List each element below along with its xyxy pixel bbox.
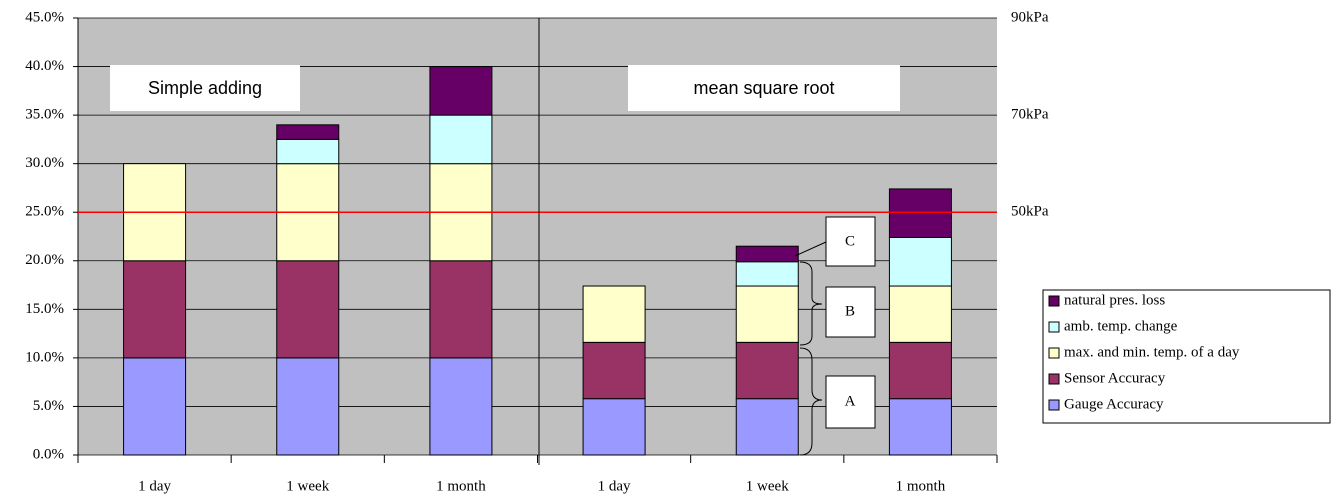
legend-swatch <box>1048 321 1060 333</box>
annotation: Simple adding <box>148 78 262 98</box>
bar-segment <box>888 188 952 238</box>
y-tick-label: 40.0% <box>25 58 64 74</box>
bar-segment <box>123 260 187 359</box>
annotation-box <box>628 65 900 111</box>
bar-segment <box>276 124 340 140</box>
bar-segment <box>735 245 799 263</box>
annotation: B <box>845 303 855 319</box>
brace <box>799 347 823 456</box>
bar-segment <box>735 341 799 400</box>
legend-swatch <box>1048 373 1060 385</box>
y-tick-label: 45.0% <box>25 9 64 25</box>
annotation-box <box>110 65 300 111</box>
bar-segment <box>582 341 646 400</box>
bar-segment <box>429 114 493 165</box>
annotation: A <box>845 393 856 409</box>
y-tick-label: 25.0% <box>25 204 64 220</box>
annotation: mean square root <box>693 78 834 98</box>
bar-segment <box>582 398 646 456</box>
bar-segment <box>735 398 799 456</box>
y2-tick-label: 70kPa <box>1011 107 1049 123</box>
callout-box <box>825 375 876 429</box>
legend-label: amb. temp. change <box>1064 318 1178 334</box>
y-tick-label: 35.0% <box>25 107 64 123</box>
bar-segment <box>429 260 493 359</box>
bar-segment <box>735 261 799 287</box>
callout-box <box>825 216 876 267</box>
bar-segment <box>582 285 646 343</box>
bar-segment <box>735 285 799 343</box>
legend-swatch <box>1048 295 1060 307</box>
y-tick-label: 20.0% <box>25 252 64 268</box>
y-tick-label: 30.0% <box>25 155 64 171</box>
bar-segment <box>276 138 340 165</box>
legend-label: Sensor Accuracy <box>1064 370 1166 386</box>
callout-line <box>794 241 827 257</box>
legend <box>1042 289 1331 424</box>
bar-segment <box>276 357 340 456</box>
y-tick-label: 10.0% <box>25 349 64 365</box>
x-tick-label: 1 month <box>436 478 486 494</box>
legend-label: natural pres. loss <box>1064 292 1165 308</box>
annotation: C <box>845 233 855 249</box>
y-tick-label: 0.0% <box>33 446 64 462</box>
y2-tick-label: 50kPa <box>1011 204 1049 220</box>
bars <box>78 66 997 456</box>
bar-segment <box>276 260 340 359</box>
bar-segment <box>123 357 187 456</box>
x-tick-label: 1 day <box>138 478 171 494</box>
legend-label: Gauge Accuracy <box>1064 396 1164 412</box>
x-tick-label: 1 week <box>286 478 329 494</box>
x-tick-label: 1 month <box>896 478 946 494</box>
x-tick-label: 1 day <box>598 478 631 494</box>
bar-segment <box>888 285 952 343</box>
callout-box <box>825 286 876 338</box>
bar-segment <box>888 236 952 287</box>
legend-swatch <box>1048 347 1060 359</box>
bar-segment <box>429 357 493 456</box>
legend-label: max. and min. temp. of a day <box>1064 344 1240 360</box>
legend-items: Gauge Accuracy Sensor Accuracy max. and mi… <box>1048 292 1240 412</box>
y2-tick-label: 90kPa <box>1011 9 1049 25</box>
bar-segment <box>888 341 952 400</box>
legend-swatch <box>1048 399 1060 411</box>
y-tick-label: 15.0% <box>25 301 64 317</box>
y-tick-label: 5.0% <box>33 398 64 414</box>
bar-segment <box>888 398 952 456</box>
bar-segment <box>429 66 493 116</box>
x-tick-label: 1 week <box>746 478 789 494</box>
brace <box>799 261 823 346</box>
